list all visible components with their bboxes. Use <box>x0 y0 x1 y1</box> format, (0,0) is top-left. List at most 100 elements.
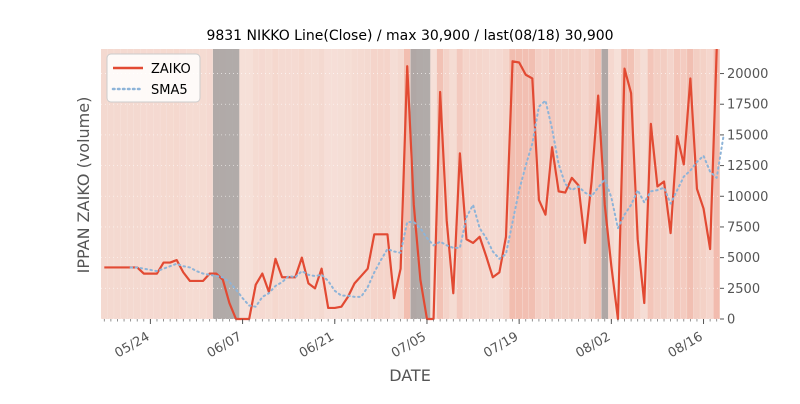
day-stripe <box>403 49 411 319</box>
day-stripe <box>522 49 529 319</box>
day-stripe <box>581 49 588 319</box>
day-stripe <box>291 49 299 319</box>
day-stripe <box>627 49 634 319</box>
day-stripe <box>476 49 483 319</box>
chart-title: 9831 NIKKO Line(Close) / max 30,900 / la… <box>206 28 613 44</box>
day-stripe <box>193 49 200 319</box>
day-stripe <box>482 49 490 319</box>
day-stripe <box>199 49 206 319</box>
day-stripe <box>548 49 555 319</box>
day-stripe <box>667 49 674 319</box>
closed-day-band <box>410 49 431 319</box>
closed-day-band <box>601 49 609 319</box>
y-tick-label: 17500 <box>727 98 768 113</box>
day-stripe <box>364 49 371 319</box>
day-stripe <box>140 49 147 319</box>
day-stripe <box>390 49 397 319</box>
day-stripe <box>640 49 648 319</box>
day-stripe <box>153 49 160 319</box>
day-stripe <box>687 49 694 319</box>
day-stripe <box>450 49 457 319</box>
day-stripe <box>568 49 575 319</box>
day-stripe <box>496 49 503 319</box>
y-tick-label: 10000 <box>727 190 768 205</box>
day-stripe <box>594 49 602 319</box>
day-stripe <box>706 49 714 319</box>
day-stripe <box>318 49 325 319</box>
y-tick-label: 12500 <box>727 159 768 174</box>
day-stripe <box>127 49 134 319</box>
day-stripe <box>331 49 338 319</box>
day-stripe <box>107 49 114 319</box>
day-stripe <box>278 49 285 319</box>
day-stripe <box>456 49 463 319</box>
y-tick-label: 7500 <box>727 220 760 235</box>
y-tick-label: 0 <box>727 313 735 328</box>
day-stripe <box>338 49 345 319</box>
day-stripe <box>377 49 384 319</box>
day-stripe <box>245 49 253 319</box>
y-axis-label: IPPAN ZAIKO (volume) <box>74 97 93 274</box>
day-stripe <box>634 49 641 319</box>
day-stripe <box>700 49 707 319</box>
day-stripe <box>344 49 351 319</box>
y-tick-label: 15000 <box>727 128 768 143</box>
day-stripe <box>621 49 628 319</box>
day-stripe <box>647 49 654 319</box>
day-stripe <box>469 49 476 319</box>
day-stripe <box>397 49 404 319</box>
day-stripe <box>370 49 378 319</box>
day-stripe <box>430 49 437 319</box>
x-axis-label: DATE <box>389 366 431 385</box>
legend-label-zaiko: ZAIKO <box>151 62 191 77</box>
day-stripe <box>101 49 108 319</box>
day-stripe <box>529 49 536 319</box>
day-stripe <box>239 49 246 319</box>
day-stripe <box>160 49 167 319</box>
day-stripe <box>186 49 193 319</box>
day-stripe <box>608 49 615 319</box>
day-stripe <box>324 49 332 319</box>
day-stripe <box>133 49 141 319</box>
day-stripe <box>173 49 180 319</box>
closed-day-band <box>212 49 240 319</box>
day-stripe <box>180 49 187 319</box>
day-stripe <box>357 49 365 319</box>
series-line-zaiko <box>104 48 718 321</box>
y-tick-label: 5000 <box>727 251 760 266</box>
day-stripe <box>436 49 444 319</box>
day-stripe <box>515 49 523 319</box>
legend-label-sma5: SMA5 <box>151 83 188 98</box>
day-stripe <box>147 49 154 319</box>
day-stripe <box>305 49 312 319</box>
day-stripe <box>509 49 516 319</box>
legend: ZAIKO SMA5 <box>106 53 201 103</box>
series-line-sma5 <box>129 99 725 308</box>
y-tick-label: 20000 <box>727 67 768 82</box>
day-stripe <box>680 49 687 319</box>
day-stripe <box>502 49 509 319</box>
day-stripe <box>166 49 174 319</box>
day-stripe <box>614 49 621 319</box>
day-stripe <box>311 49 318 319</box>
day-stripe <box>120 49 127 319</box>
day-stripe <box>489 49 496 319</box>
day-stripe <box>259 49 266 319</box>
day-stripe <box>272 49 279 319</box>
day-stripe <box>542 49 549 319</box>
day-stripe <box>114 49 121 319</box>
day-stripe <box>351 49 358 319</box>
day-stripe <box>443 49 450 319</box>
day-stripe <box>265 49 272 319</box>
day-stripe <box>298 49 305 319</box>
day-stripe <box>384 49 391 319</box>
day-stripe <box>252 49 259 319</box>
y-tick-label: 2500 <box>727 282 760 297</box>
day-stripe <box>463 49 470 319</box>
day-stripe <box>713 49 720 319</box>
day-stripe <box>673 49 681 319</box>
day-stripe <box>285 49 292 319</box>
day-stripe <box>206 49 213 319</box>
